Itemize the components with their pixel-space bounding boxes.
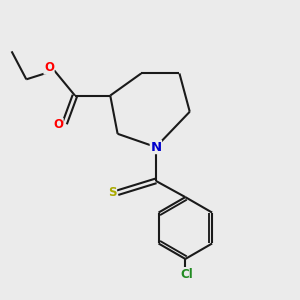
Text: O: O [44, 61, 54, 74]
Text: O: O [53, 118, 63, 131]
Text: S: S [108, 186, 117, 199]
Text: N: N [150, 141, 161, 154]
Text: Cl: Cl [180, 268, 193, 281]
